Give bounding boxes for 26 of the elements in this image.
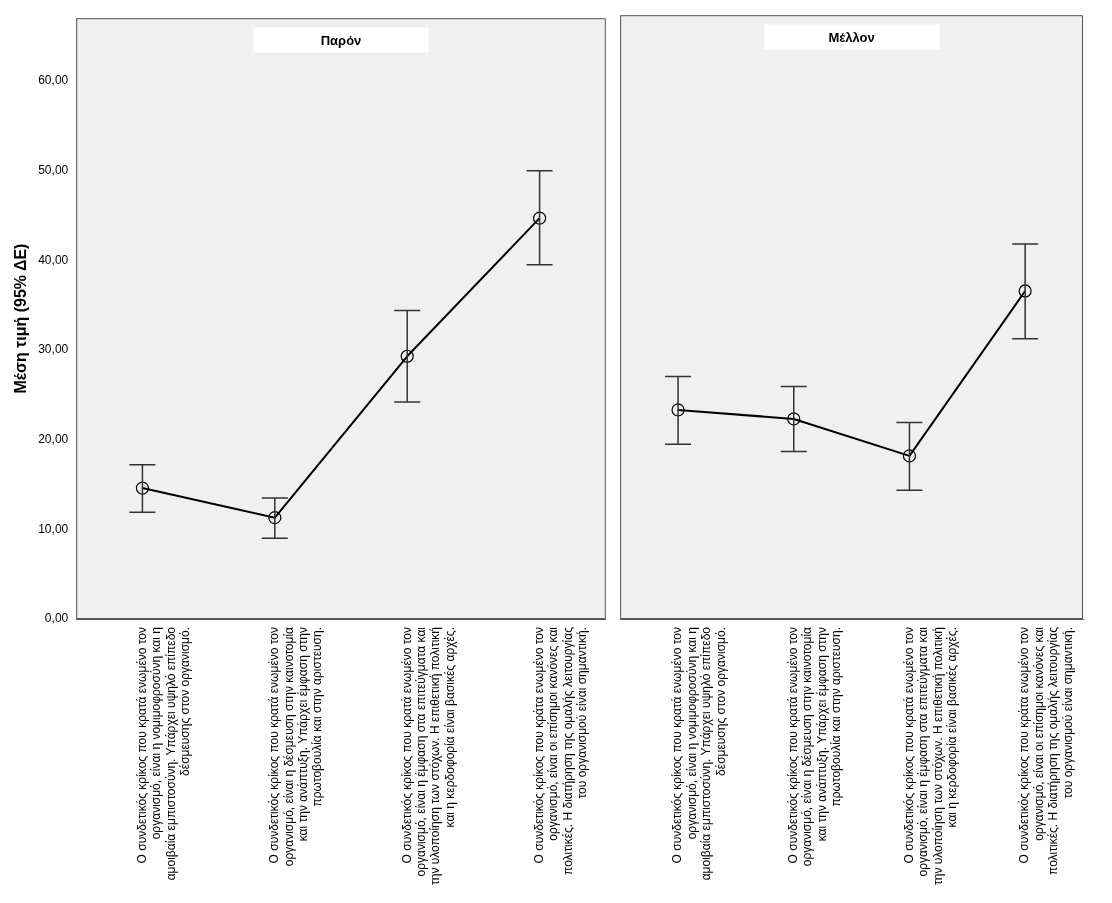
point <box>1018 284 1032 298</box>
y-tick-label: 0,00 <box>44 611 69 626</box>
y-tick-label: 20,00 <box>38 431 69 446</box>
panel-header: Παρόν <box>253 27 429 53</box>
y-tick-label: 40,00 <box>38 252 69 267</box>
x-tick-label: Ο συνδετικός κρίκος που κράτα ενωμένο τον οργανισμό, είναι οι επίσημοι κανόνες και πολιτικές. Η διατήρηση της ομαλής λειτουργίας του οργανισμού είναι σημαντική. <box>1017 626 1075 875</box>
point <box>902 449 917 463</box>
y-tick-label: 10,00 <box>38 521 69 536</box>
y-tick-label: 30,00 <box>38 342 69 357</box>
y-axis-title: Μέση τιμή (95% ΔΕ) <box>12 243 30 394</box>
point <box>268 511 282 525</box>
point <box>533 211 547 225</box>
y-tick-label: 50,00 <box>38 162 69 177</box>
point <box>135 481 150 495</box>
y-tick-label: 60,00 <box>38 73 69 88</box>
point <box>787 412 801 426</box>
point <box>671 403 685 417</box>
x-tick-label: Ο συνδετικός κρίκος που κρατά ενωμένο τον οργανισμό, είναι η νομιμοφροσύνη και η αμοιβαία εμπιστοσύνη. Υπάρχει υψηλό επίπεδο δέσμευσης στον οργανισμό. <box>670 626 728 881</box>
panel-header: Μέλλον <box>764 24 940 50</box>
x-tick-label: Ο συνδετικός κρίκος που κρατά ενωμένο τον οργανισμό, είναι η έμφαση στα επιτεύγματα και την υλοποίηση των στόχων. Η επιθετική πολιτική και η κερδοφορία είναι βασικές αρχές. <box>399 626 457 886</box>
point <box>400 349 414 363</box>
x-tick-label: Ο συνδετικός κρίκος που κράτα ενωμένο τον οργανισμό, είναι οι επίσημοι κανόνες και πολιτικές. Η διατήρηση της ομαλής λειτουργίας του οργανισμού είναι σημαντική. <box>531 626 590 875</box>
x-tick-label: Ο συνδετικός κρίκος που κρατά ενωμένο τον οργανισμό, είναι η δέσμευση στην καινοτομία και την ανάπτυξη. Υπάρχει έμφαση στην πρωτοβουλία και στην αριστευση. <box>267 626 325 867</box>
x-tick-label: Ο συνδετικός κρίκος που κρατά ενωμένο τον οργανισμό, είναι η νομιμοφροσύνη και η αμοιβαία εμπιστοσύνη. Υπάρχει υψηλό επίπεδο δέσμευσης στον οργανισμό. <box>134 626 192 881</box>
x-tick-label: Ο συνδετικός κρίκος που κρατά ενωμένο τον οργανισμό, είναι η έμφαση στα επιτεύγματα και την υλοποίηση των στόχων. Η επιθετική πολιτική και η κερδοφορία είναι βασικές αρχές. <box>901 626 959 886</box>
x-tick-label: Ο συνδετικός κρίκος που κρατά ενωμένο τον οργανισμό, είναι η δέσμευση στην καινοτομία και την ανάπτυξη. Υπάρχει έμφαση στην πρωτοβουλία και στην αριστευση. <box>786 626 844 867</box>
